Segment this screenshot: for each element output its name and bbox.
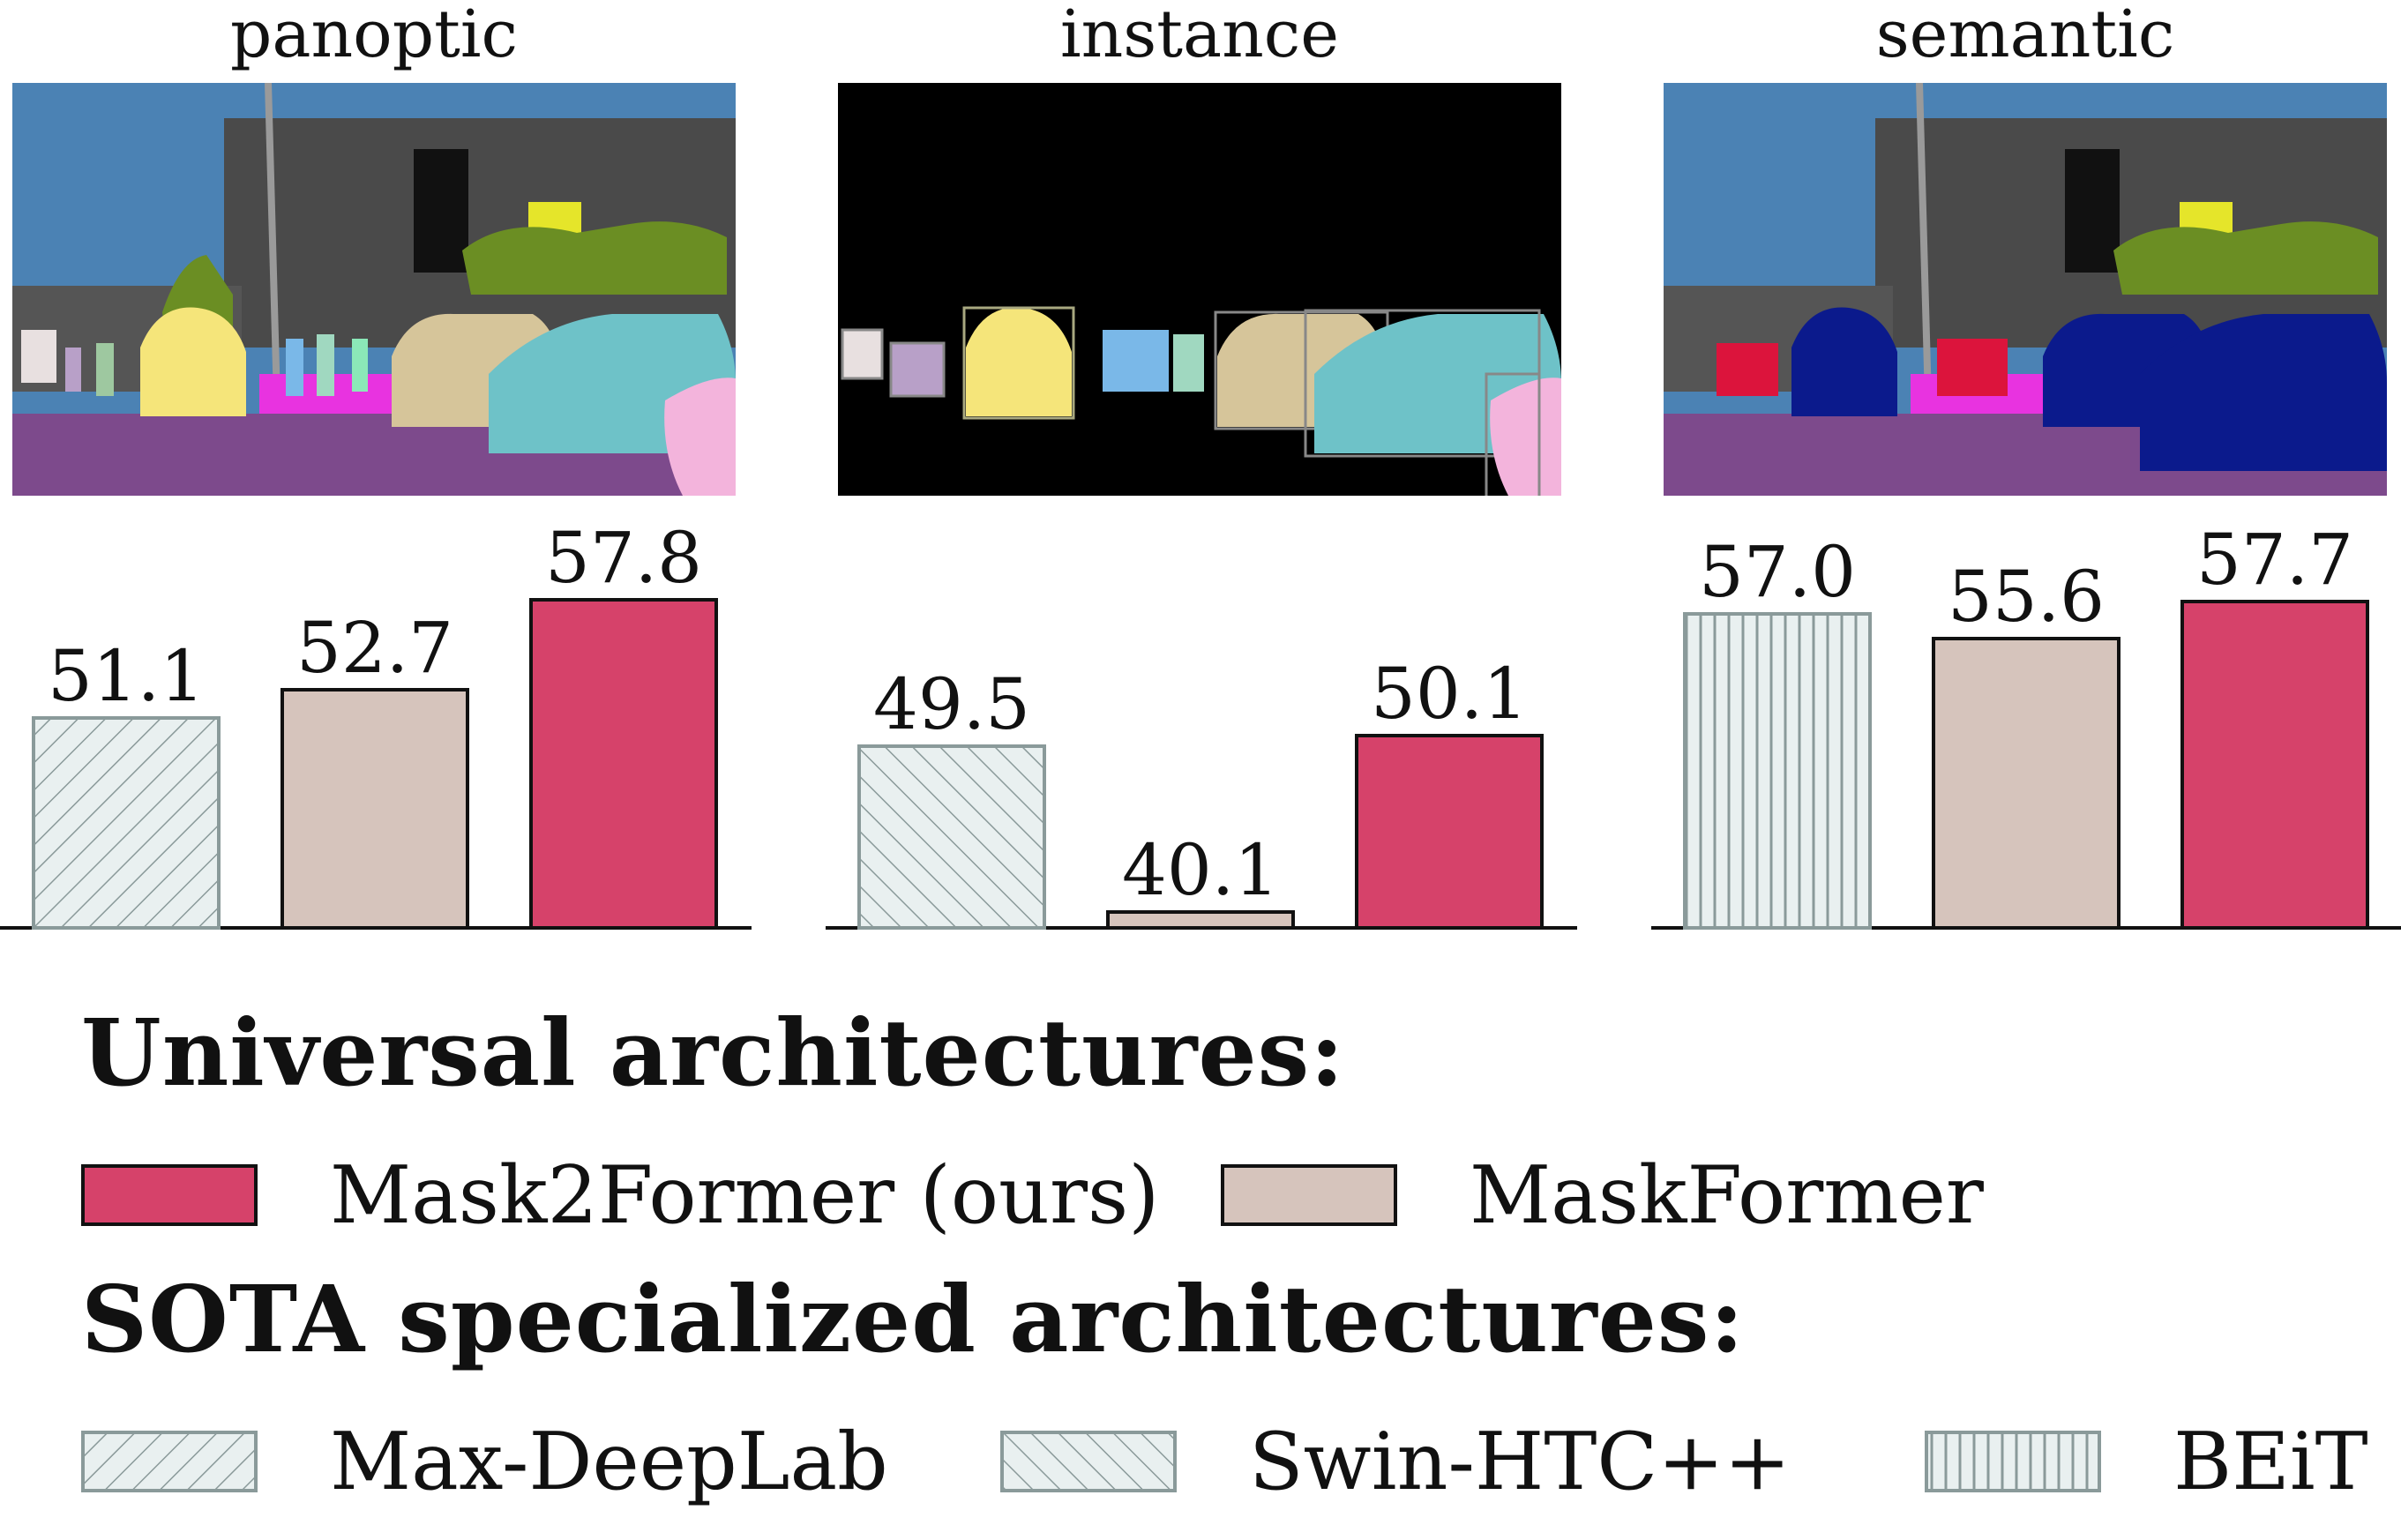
legend-label-swin-htc: Swin-HTC++: [1249, 1416, 1791, 1508]
data-label-panoptic-maskformer: 52.7: [296, 607, 453, 689]
bar-semantic-beit: [1683, 612, 1872, 930]
legend-label-mask2former: Mask2Former (ours): [330, 1149, 1160, 1242]
data-label-semantic-beit: 57.0: [1699, 531, 1856, 613]
panel-title-semantic: semantic: [1875, 0, 2175, 72]
bar-instance-maskformer: [1106, 910, 1295, 930]
panoptic-segmentation-image: [12, 83, 736, 496]
data-label-panoptic-mask2former-ours: 57.8: [545, 517, 702, 599]
bar-panoptic-max-deeplab: [32, 716, 221, 930]
legend-swatch-maskformer: [1221, 1164, 1397, 1226]
instance-segmentation-image: [838, 83, 1561, 496]
data-label-instance-maskformer: 40.1: [1122, 829, 1279, 911]
bar-semantic-maskformer: [1932, 637, 2121, 930]
legend-label-max-deeplab: Max-DeepLab: [330, 1416, 888, 1508]
data-label-semantic-maskformer: 55.6: [1948, 556, 2105, 638]
panel-title-panoptic: panoptic: [230, 0, 518, 72]
legend-swatch-swin-htc: [1000, 1431, 1177, 1492]
legend-swatch-max-deeplab: [81, 1431, 258, 1492]
data-label-instance-mask2former-ours: 50.1: [1371, 653, 1528, 735]
legend-swatch-mask2former: [81, 1164, 258, 1226]
legend-label-beit: BEiT: [2173, 1416, 2368, 1508]
bar-instance-mask2former-ours: [1355, 734, 1544, 930]
bar-instance-swin-htc: [857, 744, 1046, 930]
data-label-instance-swin-htc: 49.5: [873, 663, 1030, 745]
semantic-segmentation-image: [1664, 83, 2387, 496]
data-label-panoptic-max-deeplab: 51.1: [48, 635, 205, 717]
panel-title-instance: instance: [1059, 0, 1340, 72]
legend-heading-universal: Universal architectures:: [81, 998, 1345, 1107]
legend-heading-sota: SOTA specialized architectures:: [81, 1265, 1745, 1373]
legend-label-maskformer: MaskFormer: [1470, 1149, 1984, 1242]
legend-swatch-beit: [1925, 1431, 2101, 1492]
bar-panoptic-mask2former-ours: [529, 598, 718, 930]
data-label-semantic-mask2former-ours: 57.7: [2196, 519, 2353, 601]
bar-panoptic-maskformer: [280, 688, 469, 930]
bar-semantic-mask2former-ours: [2180, 600, 2369, 930]
